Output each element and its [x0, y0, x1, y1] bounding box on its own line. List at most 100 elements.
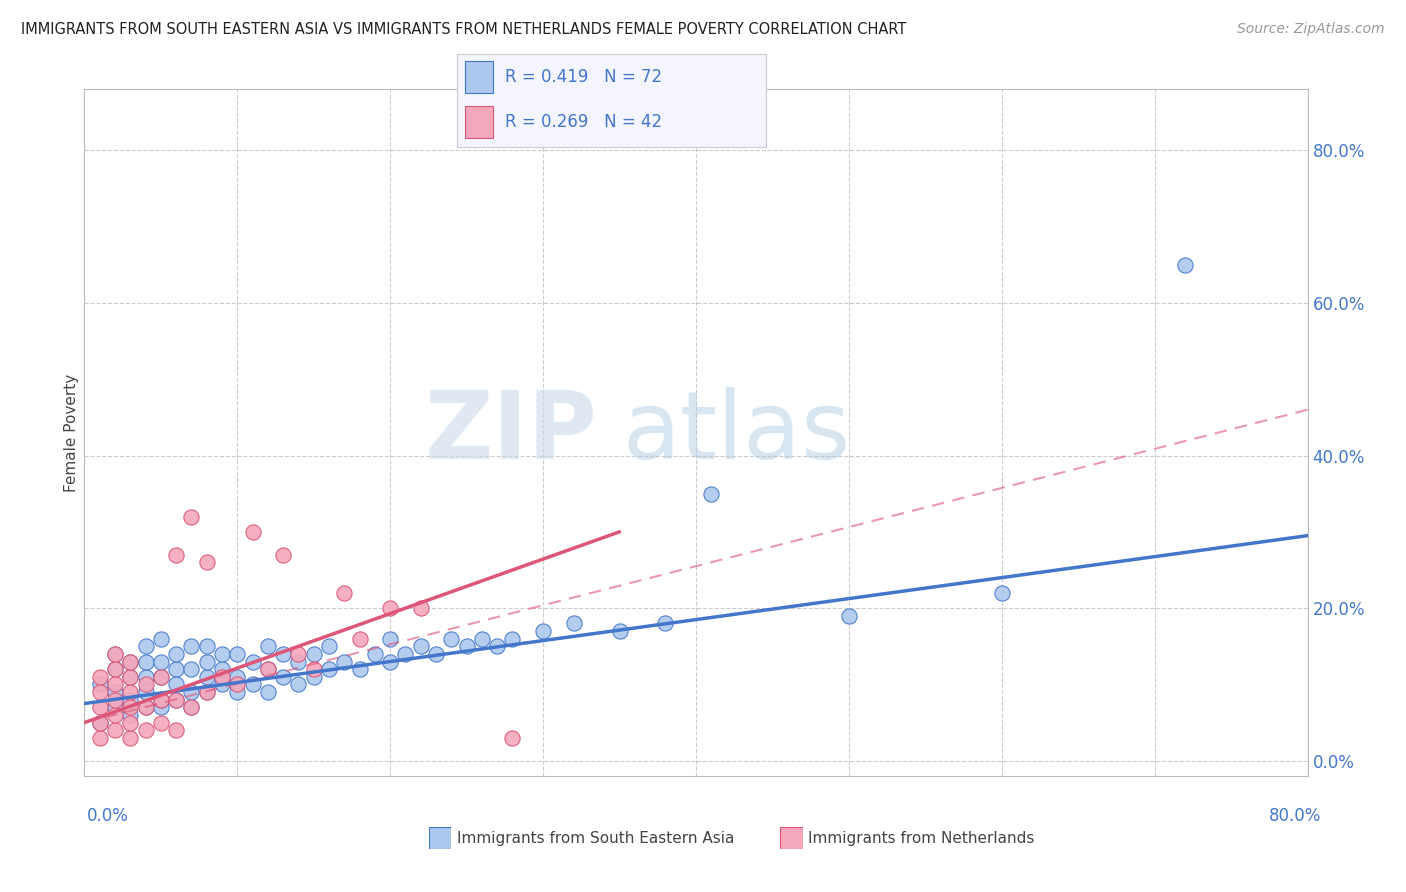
Point — [409, 601, 432, 615]
Point — [149, 655, 172, 669]
Point — [394, 647, 416, 661]
Point — [349, 662, 371, 676]
Point — [89, 700, 111, 714]
Point — [380, 632, 402, 646]
Point — [120, 655, 142, 669]
Text: R = 0.269   N = 42: R = 0.269 N = 42 — [505, 113, 662, 131]
Bar — [464, 61, 492, 93]
Point — [700, 486, 723, 500]
Point — [89, 670, 111, 684]
Point — [104, 677, 127, 691]
Text: 0.0%: 0.0% — [87, 807, 129, 825]
Point — [135, 640, 157, 654]
Point — [104, 685, 127, 699]
Point — [149, 700, 172, 714]
Point — [318, 662, 340, 676]
Point — [226, 685, 249, 699]
Point — [120, 692, 142, 706]
Point — [486, 640, 509, 654]
Point — [180, 685, 202, 699]
Point — [287, 677, 309, 691]
Point — [149, 670, 172, 684]
Point — [195, 640, 218, 654]
Point — [104, 723, 127, 738]
Point — [195, 685, 218, 699]
Point — [991, 586, 1014, 600]
Point — [609, 624, 631, 638]
Point — [135, 685, 157, 699]
Point — [120, 708, 142, 723]
Point — [257, 662, 280, 676]
Point — [120, 685, 142, 699]
Point — [89, 677, 111, 691]
Point — [89, 715, 111, 730]
Point — [89, 731, 111, 745]
Point — [135, 723, 157, 738]
Text: R = 0.419   N = 72: R = 0.419 N = 72 — [505, 68, 662, 86]
Point — [211, 677, 233, 691]
Point — [149, 692, 172, 706]
Point — [302, 662, 325, 676]
Point — [180, 509, 202, 524]
Point — [333, 655, 356, 669]
Point — [302, 647, 325, 661]
Point — [89, 715, 111, 730]
Point — [242, 524, 264, 539]
Point — [287, 655, 309, 669]
Y-axis label: Female Poverty: Female Poverty — [63, 374, 79, 491]
Point — [135, 700, 157, 714]
Point — [502, 731, 524, 745]
Point — [654, 616, 676, 631]
Bar — [464, 106, 492, 138]
Point — [180, 662, 202, 676]
Point — [226, 670, 249, 684]
Point — [120, 670, 142, 684]
Text: ZIP: ZIP — [425, 386, 598, 479]
Point — [104, 647, 127, 661]
Point — [257, 662, 280, 676]
Point — [120, 731, 142, 745]
Point — [195, 655, 218, 669]
Point — [271, 670, 294, 684]
Point — [271, 647, 294, 661]
Point — [838, 608, 860, 623]
Point — [104, 700, 127, 714]
Point — [302, 670, 325, 684]
Point — [165, 677, 187, 691]
Point — [149, 715, 172, 730]
Point — [287, 647, 309, 661]
Point — [149, 670, 172, 684]
Point — [165, 692, 187, 706]
Point — [165, 647, 187, 661]
Text: IMMIGRANTS FROM SOUTH EASTERN ASIA VS IMMIGRANTS FROM NETHERLANDS FEMALE POVERTY: IMMIGRANTS FROM SOUTH EASTERN ASIA VS IM… — [21, 22, 907, 37]
Point — [242, 655, 264, 669]
Point — [440, 632, 463, 646]
Point — [135, 700, 157, 714]
Point — [149, 632, 172, 646]
Point — [380, 601, 402, 615]
Point — [364, 647, 387, 661]
Point — [211, 670, 233, 684]
Point — [104, 647, 127, 661]
Point — [135, 677, 157, 691]
Point — [135, 670, 157, 684]
Point — [165, 692, 187, 706]
Point — [226, 677, 249, 691]
Point — [211, 662, 233, 676]
Point — [104, 662, 127, 676]
Text: Source: ZipAtlas.com: Source: ZipAtlas.com — [1237, 22, 1385, 37]
Point — [89, 685, 111, 699]
Point — [165, 548, 187, 562]
Point — [180, 700, 202, 714]
Point — [149, 692, 172, 706]
Point — [120, 655, 142, 669]
Point — [456, 640, 478, 654]
Point — [195, 685, 218, 699]
Point — [531, 624, 554, 638]
Point — [271, 548, 294, 562]
Point — [257, 640, 280, 654]
Point — [226, 647, 249, 661]
Text: Immigrants from South Eastern Asia: Immigrants from South Eastern Asia — [457, 831, 734, 846]
Point — [195, 555, 218, 569]
Point — [165, 662, 187, 676]
